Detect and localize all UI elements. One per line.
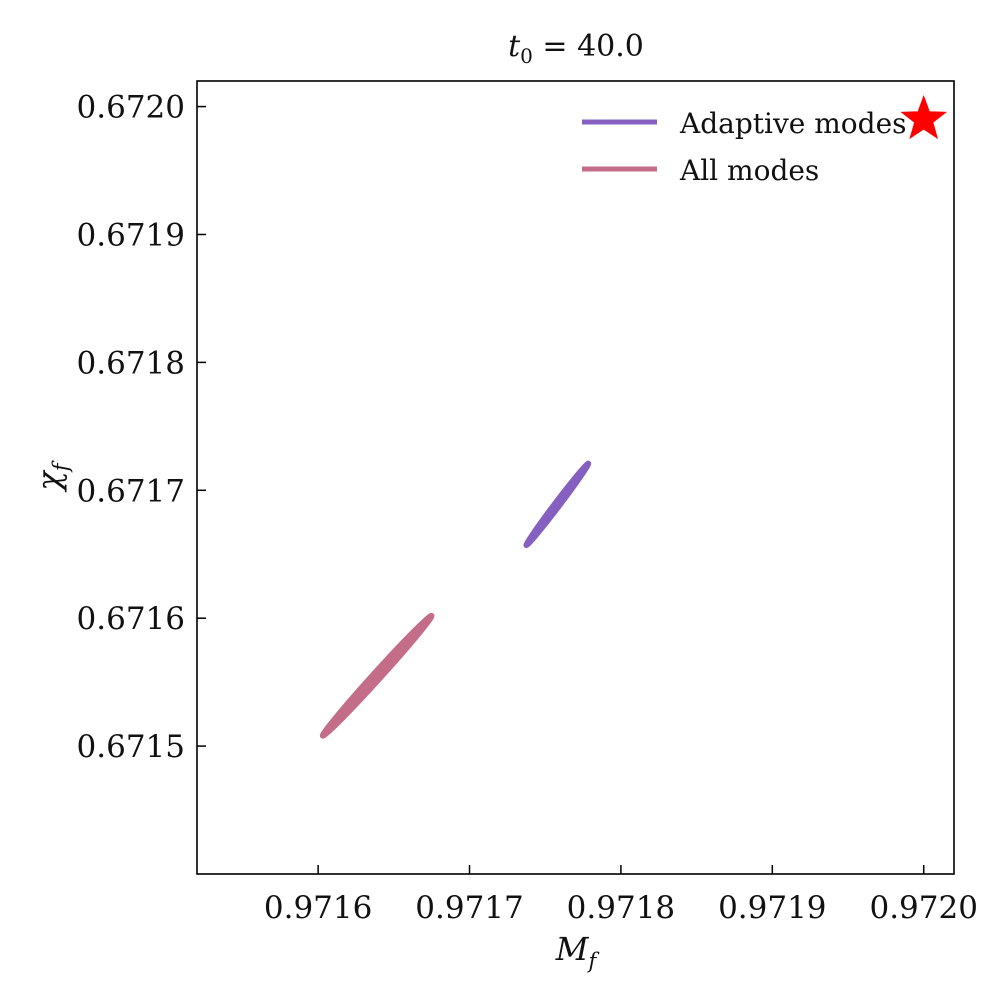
x-tick-label: 0.9720 xyxy=(869,890,977,926)
legend-label-all: All modes xyxy=(679,154,819,187)
contours xyxy=(319,460,592,739)
y-tick-label: 0.6716 xyxy=(77,601,185,637)
x-tick-label: 0.9718 xyxy=(567,890,675,926)
y-axis-ticks: 0.6715 0.6716 0.6717 0.6718 0.6719 0.6720 xyxy=(77,90,206,765)
contour-0-1 xyxy=(529,472,583,540)
plot-frame xyxy=(196,80,955,875)
y-tick-label: 0.6720 xyxy=(77,90,185,126)
x-tick-label: 0.9716 xyxy=(264,890,372,926)
y-tick-label: 0.6719 xyxy=(77,217,185,253)
x-tick-label: 0.9719 xyxy=(718,890,826,926)
y-tick-label: 0.6717 xyxy=(77,473,185,509)
x-axis-ticks: 0.9716 0.9717 0.9718 0.9719 0.9720 xyxy=(264,865,978,926)
star-marker xyxy=(900,94,947,140)
legend-label-adaptive: Adaptive modes xyxy=(679,107,907,140)
y-tick-label: 0.6715 xyxy=(77,729,185,765)
chart-title: t0 = 40.0 xyxy=(508,29,644,68)
x-axis-label: Mf xyxy=(555,930,600,973)
marker xyxy=(900,94,947,140)
y-axis-label: χf xyxy=(30,460,73,492)
legend: Adaptive modes All modes xyxy=(582,107,907,187)
contour-1-1 xyxy=(333,625,424,724)
y-tick-label: 0.6718 xyxy=(77,345,185,381)
x-tick-label: 0.9717 xyxy=(415,890,523,926)
